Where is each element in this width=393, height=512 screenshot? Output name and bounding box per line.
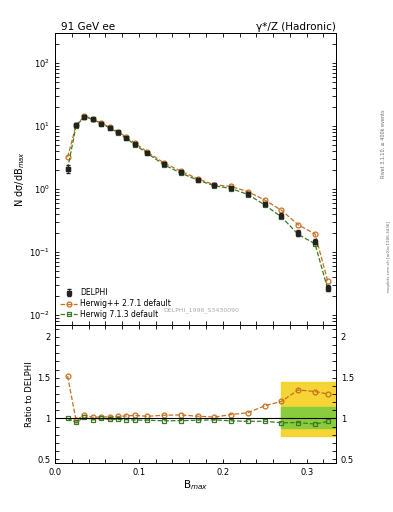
Herwig++ 2.7.1 default [90, 116, 95, 122]
Herwig++ 2.7.1 default [229, 183, 233, 189]
Herwig++ 2.7.1 default [65, 154, 70, 160]
Herwig++ 2.7.1 default [99, 120, 103, 126]
Y-axis label: Ratio to DELPHI: Ratio to DELPHI [25, 361, 34, 427]
Herwig++ 2.7.1 default [82, 113, 87, 119]
Herwig 7.1.3 default [313, 241, 318, 247]
Herwig 7.1.3 default [263, 202, 267, 208]
Herwig 7.1.3 default [107, 125, 112, 131]
Herwig 7.1.3 default [65, 166, 70, 172]
Herwig 7.1.3 default [145, 150, 150, 156]
Herwig 7.1.3 default [73, 123, 78, 129]
Text: DELPHI_1996_S3430090: DELPHI_1996_S3430090 [163, 307, 239, 313]
Herwig 7.1.3 default [82, 114, 87, 120]
Herwig 7.1.3 default [296, 231, 301, 238]
X-axis label: B$_{max}$: B$_{max}$ [183, 479, 208, 493]
Herwig++ 2.7.1 default [73, 122, 78, 129]
Text: 91 GeV ee: 91 GeV ee [61, 22, 115, 32]
Herwig 7.1.3 default [212, 183, 217, 189]
Herwig 7.1.3 default [246, 191, 250, 198]
Herwig++ 2.7.1 default [162, 160, 166, 166]
Herwig 7.1.3 default [124, 135, 129, 141]
Herwig 7.1.3 default [116, 130, 120, 136]
Herwig++ 2.7.1 default [279, 207, 284, 214]
Herwig++ 2.7.1 default [313, 231, 318, 237]
Herwig++ 2.7.1 default [124, 134, 129, 140]
Herwig 7.1.3 default [229, 185, 233, 191]
Y-axis label: N dσ/dB$_{max}$: N dσ/dB$_{max}$ [13, 151, 27, 207]
Herwig++ 2.7.1 default [263, 197, 267, 203]
Legend: DELPHI, Herwig++ 2.7.1 default, Herwig 7.1.3 default: DELPHI, Herwig++ 2.7.1 default, Herwig 7… [59, 287, 173, 321]
Herwig 7.1.3 default [132, 141, 137, 147]
Herwig 7.1.3 default [99, 120, 103, 126]
Text: γ*/Z (Hadronic): γ*/Z (Hadronic) [256, 22, 336, 32]
Line: Herwig++ 2.7.1 default: Herwig++ 2.7.1 default [65, 114, 330, 283]
Herwig++ 2.7.1 default [116, 129, 120, 135]
Herwig 7.1.3 default [279, 214, 284, 220]
Herwig++ 2.7.1 default [195, 176, 200, 182]
Herwig 7.1.3 default [90, 116, 95, 122]
Herwig 7.1.3 default [195, 177, 200, 183]
Herwig++ 2.7.1 default [145, 149, 150, 155]
Herwig++ 2.7.1 default [325, 278, 330, 284]
Herwig++ 2.7.1 default [132, 140, 137, 146]
Text: mcplots.cern.ch [arXiv:1306.3436]: mcplots.cern.ch [arXiv:1306.3436] [387, 221, 391, 291]
Text: Rivet 3.1.10, ≥ 400k events: Rivet 3.1.10, ≥ 400k events [381, 109, 386, 178]
Herwig++ 2.7.1 default [107, 124, 112, 130]
Line: Herwig 7.1.3 default: Herwig 7.1.3 default [65, 114, 330, 291]
Herwig 7.1.3 default [162, 162, 166, 168]
Herwig++ 2.7.1 default [296, 222, 301, 228]
Herwig++ 2.7.1 default [178, 168, 183, 174]
Herwig 7.1.3 default [178, 170, 183, 176]
Herwig++ 2.7.1 default [212, 182, 217, 188]
Herwig++ 2.7.1 default [246, 188, 250, 195]
Herwig 7.1.3 default [325, 286, 330, 292]
